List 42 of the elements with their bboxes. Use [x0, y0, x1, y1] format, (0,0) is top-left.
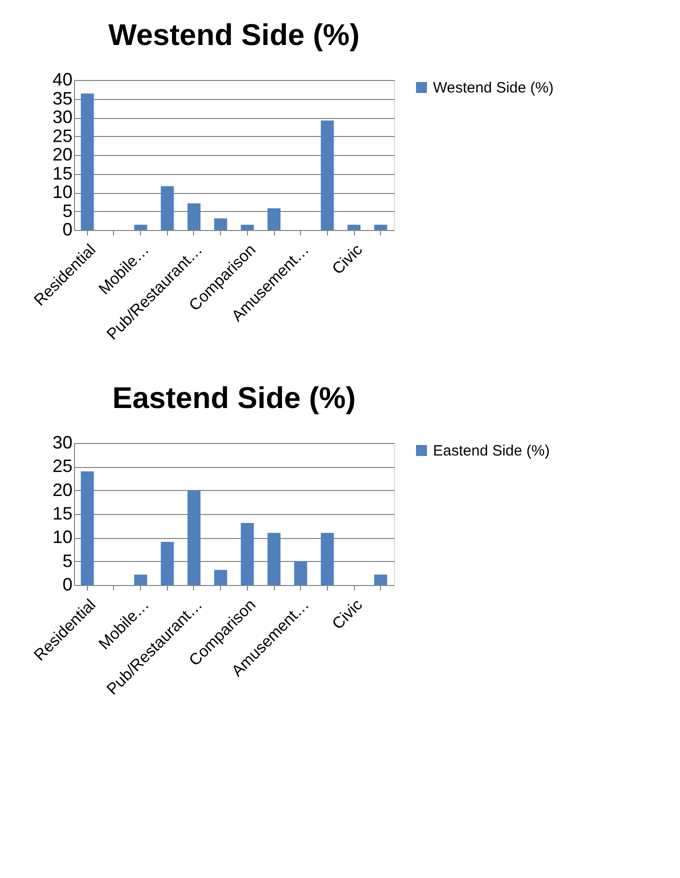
bar	[80, 471, 94, 585]
chart-title: Eastend Side (%)	[112, 382, 356, 415]
y-tick-label: 10	[52, 527, 72, 548]
y-tick-label: 25	[52, 456, 72, 476]
bar	[214, 218, 228, 230]
bar	[134, 574, 148, 585]
y-tick-label: 30	[52, 432, 72, 452]
bar	[188, 203, 200, 230]
legend-label: Eastend Side (%)	[433, 442, 550, 460]
y-tick-label: 35	[52, 88, 72, 108]
y-tick-label: 5	[62, 550, 72, 571]
bar	[214, 570, 228, 585]
bar	[240, 522, 254, 585]
y-tick-label: 15	[52, 504, 72, 524]
bar	[374, 224, 388, 230]
bar	[348, 224, 360, 230]
bar	[374, 574, 388, 585]
y-tick-label: 0	[62, 574, 72, 594]
bar	[268, 532, 280, 585]
y-tick-label: 5	[62, 200, 72, 221]
y-tick-label: 10	[52, 182, 72, 202]
bar	[240, 224, 254, 230]
chart-title: Westend Side (%)	[108, 19, 360, 52]
y-tick-label: 30	[52, 107, 72, 127]
y-tick-label: 0	[62, 220, 72, 240]
legend-label: Westend Side (%)	[433, 80, 554, 96]
y-tick-label: 20	[52, 144, 72, 164]
bar	[134, 224, 148, 230]
y-tick-label: 15	[52, 163, 72, 184]
y-tick-label: 25	[52, 126, 72, 146]
bar	[188, 490, 200, 585]
bar	[294, 561, 308, 585]
bar	[160, 542, 174, 585]
y-tick-label: 40	[52, 70, 72, 90]
x-tick-label: Civic	[329, 242, 366, 278]
y-tick-label: 20	[52, 480, 72, 500]
x-tick-label: Civic	[329, 596, 366, 634]
bar	[320, 532, 334, 585]
bar	[268, 208, 280, 230]
bar	[320, 120, 334, 230]
bar	[80, 94, 94, 230]
bar	[160, 186, 174, 230]
